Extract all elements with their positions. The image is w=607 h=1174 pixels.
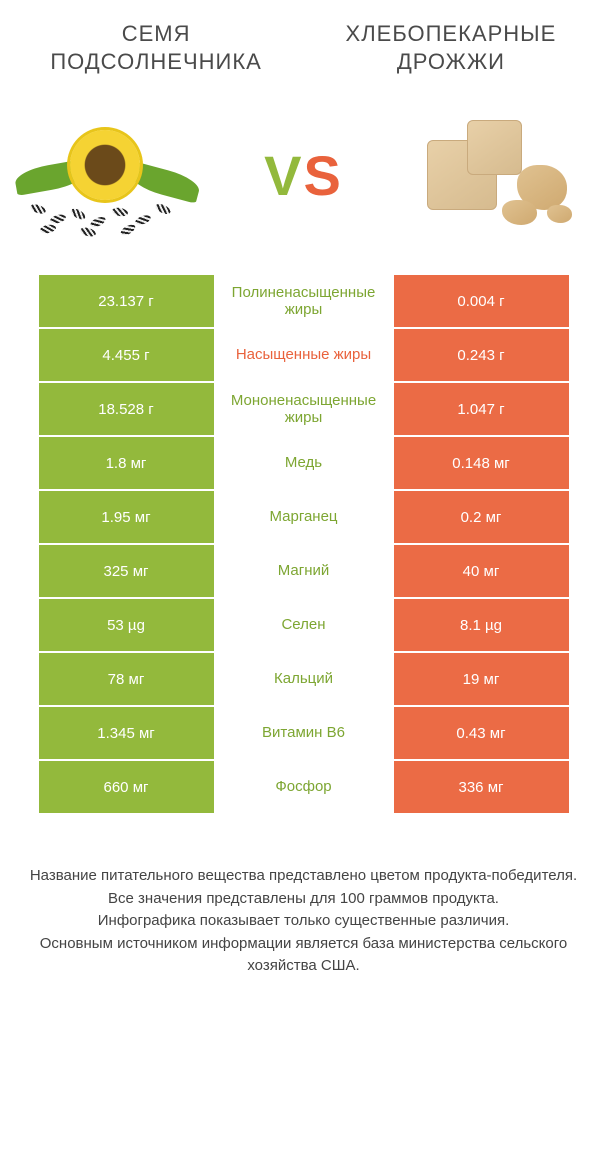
right-value: 40 мг (394, 545, 569, 597)
table-row: 1.95 мгМарганец0.2 мг (39, 491, 569, 545)
left-value: 660 мг (39, 761, 214, 813)
left-value: 18.528 г (39, 383, 214, 435)
nutrient-label: Марганец (214, 491, 394, 543)
right-value: 19 мг (394, 653, 569, 705)
vs-s: S (304, 144, 343, 207)
table-row: 23.137 гПолиненасыщенные жиры0.004 г (39, 275, 569, 329)
left-product-title: СЕМЯ ПОДСОЛНЕЧНИКА (20, 20, 292, 75)
footer-line: Все значения представлены для 100 граммо… (24, 888, 584, 911)
right-value: 0.004 г (394, 275, 569, 327)
left-value: 325 мг (39, 545, 214, 597)
right-value: 336 мг (394, 761, 569, 813)
right-value: 0.43 мг (394, 707, 569, 759)
left-value: 4.455 г (39, 329, 214, 381)
comparison-table: 23.137 гПолиненасыщенные жиры0.004 г4.45… (39, 275, 569, 815)
footer-notes: Название питательного вещества представл… (24, 865, 584, 978)
right-value: 0.243 г (394, 329, 569, 381)
table-row: 78 мгКальций19 мг (39, 653, 569, 707)
table-row: 1.345 мгВитамин B60.43 мг (39, 707, 569, 761)
nutrient-label: Магний (214, 545, 394, 597)
left-value: 1.95 мг (39, 491, 214, 543)
nutrient-label: Витамин B6 (214, 707, 394, 759)
nutrient-label: Мононенасыщенные жиры (214, 383, 394, 435)
nutrient-label: Медь (214, 437, 394, 489)
right-product-title: ХЛЕБОПЕКАРНЫЕ ДРОЖЖИ (315, 20, 587, 75)
right-value: 0.2 мг (394, 491, 569, 543)
left-value: 78 мг (39, 653, 214, 705)
table-row: 1.8 мгМедь0.148 мг (39, 437, 569, 491)
nutrient-label: Кальций (214, 653, 394, 705)
table-row: 4.455 гНасыщенные жиры0.243 г (39, 329, 569, 383)
images-row: VS (0, 85, 607, 275)
right-value: 8.1 µg (394, 599, 569, 651)
nutrient-label: Насыщенные жиры (214, 329, 394, 381)
right-value: 1.047 г (394, 383, 569, 435)
table-row: 325 мгМагний40 мг (39, 545, 569, 599)
yeast-icon (407, 110, 587, 240)
header: СЕМЯ ПОДСОЛНЕЧНИКА ХЛЕБОПЕКАРНЫЕ ДРОЖЖИ (0, 0, 607, 85)
footer-line: Основным источником информации является … (24, 933, 584, 978)
vs-label: VS (264, 143, 343, 208)
sunflower-icon (20, 110, 200, 240)
nutrient-label: Фосфор (214, 761, 394, 813)
table-row: 18.528 гМононенасыщенные жиры1.047 г (39, 383, 569, 437)
footer-line: Инфографика показывает только существенн… (24, 910, 584, 933)
right-product-image (407, 110, 587, 240)
vs-v: V (264, 144, 303, 207)
right-value: 0.148 мг (394, 437, 569, 489)
footer-line: Название питательного вещества представл… (24, 865, 584, 888)
left-value: 1.8 мг (39, 437, 214, 489)
table-row: 660 мгФосфор336 мг (39, 761, 569, 815)
nutrient-label: Селен (214, 599, 394, 651)
left-value: 1.345 мг (39, 707, 214, 759)
nutrient-label: Полиненасыщенные жиры (214, 275, 394, 327)
left-value: 53 µg (39, 599, 214, 651)
table-row: 53 µgСелен8.1 µg (39, 599, 569, 653)
left-product-image (20, 110, 200, 240)
left-value: 23.137 г (39, 275, 214, 327)
